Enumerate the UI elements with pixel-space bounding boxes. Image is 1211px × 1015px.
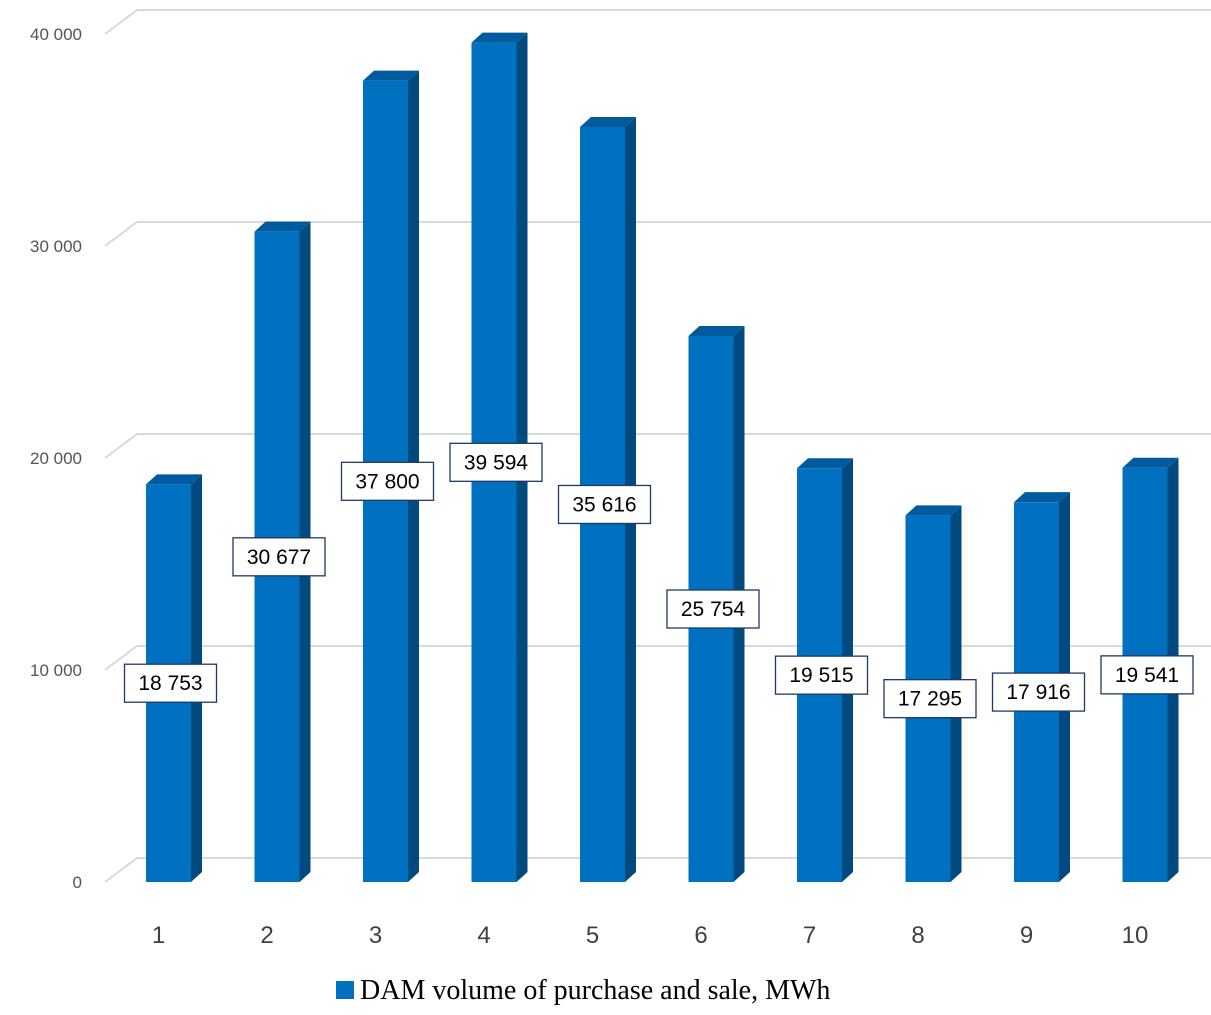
bar [688, 326, 745, 882]
bar-top [1122, 457, 1179, 468]
legend-swatch [336, 981, 354, 999]
legend-label: DAM volume of purchase and sale, MWh [360, 975, 830, 1006]
x-tick-label: 1 [152, 922, 165, 949]
bar-top [1014, 492, 1070, 503]
y-tick-label: 40 000 [30, 25, 82, 44]
data-label-box [123, 663, 218, 703]
y-tick-label: 20 000 [30, 449, 82, 468]
legend: DAM volume of purchase and sale, MWh [336, 975, 830, 1006]
data-label-text: 30 677 [247, 546, 311, 569]
data-label: 35 616 [557, 484, 652, 525]
bar-top [797, 458, 853, 469]
data-label-box [991, 672, 1086, 712]
data-label: 19 515 [774, 655, 869, 695]
x-tick-label: 3 [369, 922, 382, 949]
data-label-text: 19 515 [789, 664, 853, 687]
data-label: 30 677 [232, 537, 326, 577]
data-label-box [883, 679, 977, 719]
data-label-box [449, 442, 543, 482]
data-label-text: 19 541 [1115, 664, 1179, 687]
bar-top [363, 70, 419, 81]
data-label-box [557, 484, 652, 525]
x-tick-label: 10 [1122, 922, 1149, 949]
bar-top [471, 32, 528, 43]
data-label-text: 17 916 [1006, 681, 1070, 704]
gridline [104, 433, 1211, 459]
bar-top [146, 474, 202, 485]
data-label-box [774, 655, 869, 695]
data-label-text: 17 295 [898, 688, 962, 711]
x-axis-tick-labels: 1 2 3 4 5 6 7 8 9 10 [152, 922, 1149, 949]
x-tick-label: 8 [911, 922, 924, 949]
bar-top [254, 221, 311, 232]
x-tick-label: 6 [694, 922, 707, 949]
y-tick-label: 10 000 [30, 661, 82, 680]
x-tick-label: 9 [1020, 922, 1033, 949]
data-label: 19 541 [1100, 655, 1194, 695]
y-tick-label: 0 [73, 873, 82, 892]
data-label: 17 295 [883, 679, 977, 719]
data-label: 18 753 [123, 663, 218, 703]
y-axis-tick-labels: 0 10 000 20 000 30 000 40 000 [30, 25, 82, 892]
bar-top [905, 505, 962, 516]
data-label: 39 594 [449, 442, 543, 482]
data-label-box [666, 589, 760, 629]
data-label-box [232, 537, 326, 577]
data-label-box [340, 461, 435, 501]
x-tick-label: 4 [477, 922, 490, 949]
bar-top [580, 116, 636, 127]
data-label-text: 37 800 [355, 470, 419, 493]
x-tick-label: 5 [586, 922, 599, 949]
bars [146, 32, 1179, 883]
data-label-text: 25 754 [681, 598, 746, 621]
data-labels: 18 753 30 677 37 800 39 594 35 616 25 754 19 5… [123, 442, 1194, 719]
x-tick-label: 2 [260, 922, 273, 949]
y-tick-label: 30 000 [30, 237, 82, 256]
data-label: 17 916 [991, 672, 1086, 712]
gridline [104, 9, 1211, 35]
data-label-box [1100, 655, 1194, 695]
data-label-text: 18 753 [138, 672, 202, 695]
data-label: 25 754 [666, 589, 760, 629]
data-label-text: 35 616 [572, 493, 636, 516]
data-label: 37 800 [340, 461, 435, 501]
x-tick-label: 7 [803, 922, 816, 949]
gridline [104, 221, 1211, 247]
bar-top [688, 326, 745, 337]
data-label-text: 39 594 [464, 451, 529, 474]
